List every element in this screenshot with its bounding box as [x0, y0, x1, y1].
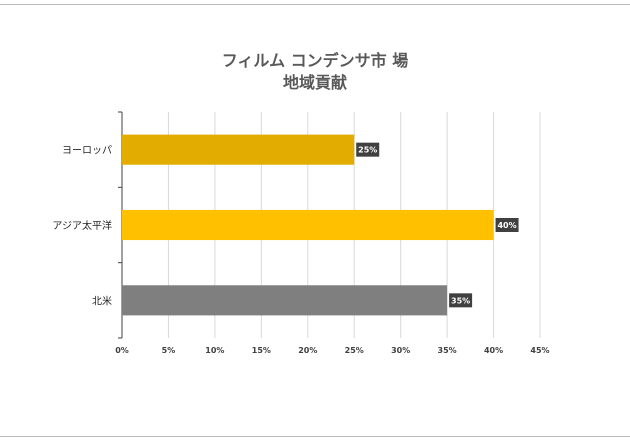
top-divider [0, 4, 630, 5]
x-tick-label: 0% [115, 346, 129, 355]
category-label: アジア太平洋 [52, 219, 112, 232]
x-tick-label: 40% [484, 346, 503, 355]
chart-subtitle: 地域貢献 [282, 73, 347, 92]
category-label: 北米 [92, 294, 112, 307]
bars [122, 134, 494, 316]
x-tick-label: 15% [252, 346, 271, 355]
data-label: 35% [451, 296, 470, 305]
labels: 0% 5% 10% 15% 20% 25% 30% 35% 40% 45% ヨーロッパ 25% アジア太… [52, 142, 550, 355]
x-tick-label: 25% [345, 346, 364, 355]
bar [122, 285, 448, 316]
x-tick-label: 20% [298, 346, 317, 355]
x-tick-label: 45% [530, 346, 549, 355]
bar [122, 134, 355, 165]
x-tick-label: 30% [391, 346, 410, 355]
x-tick-label: 35% [438, 346, 457, 355]
bottom-divider [0, 436, 630, 437]
data-label-box [495, 218, 519, 232]
x-tick-label: 10% [205, 346, 224, 355]
category-axis [118, 111, 123, 339]
data-label: 40% [497, 221, 516, 230]
data-label-box [449, 293, 473, 308]
data-label: 25% [358, 146, 377, 155]
x-tick-label: 5% [162, 346, 176, 355]
bar [122, 209, 494, 241]
category-label: ヨーロッパ [62, 145, 112, 157]
data-label-box [356, 142, 380, 157]
chart-title: フィルム コンデンサ市 場 [221, 51, 409, 70]
